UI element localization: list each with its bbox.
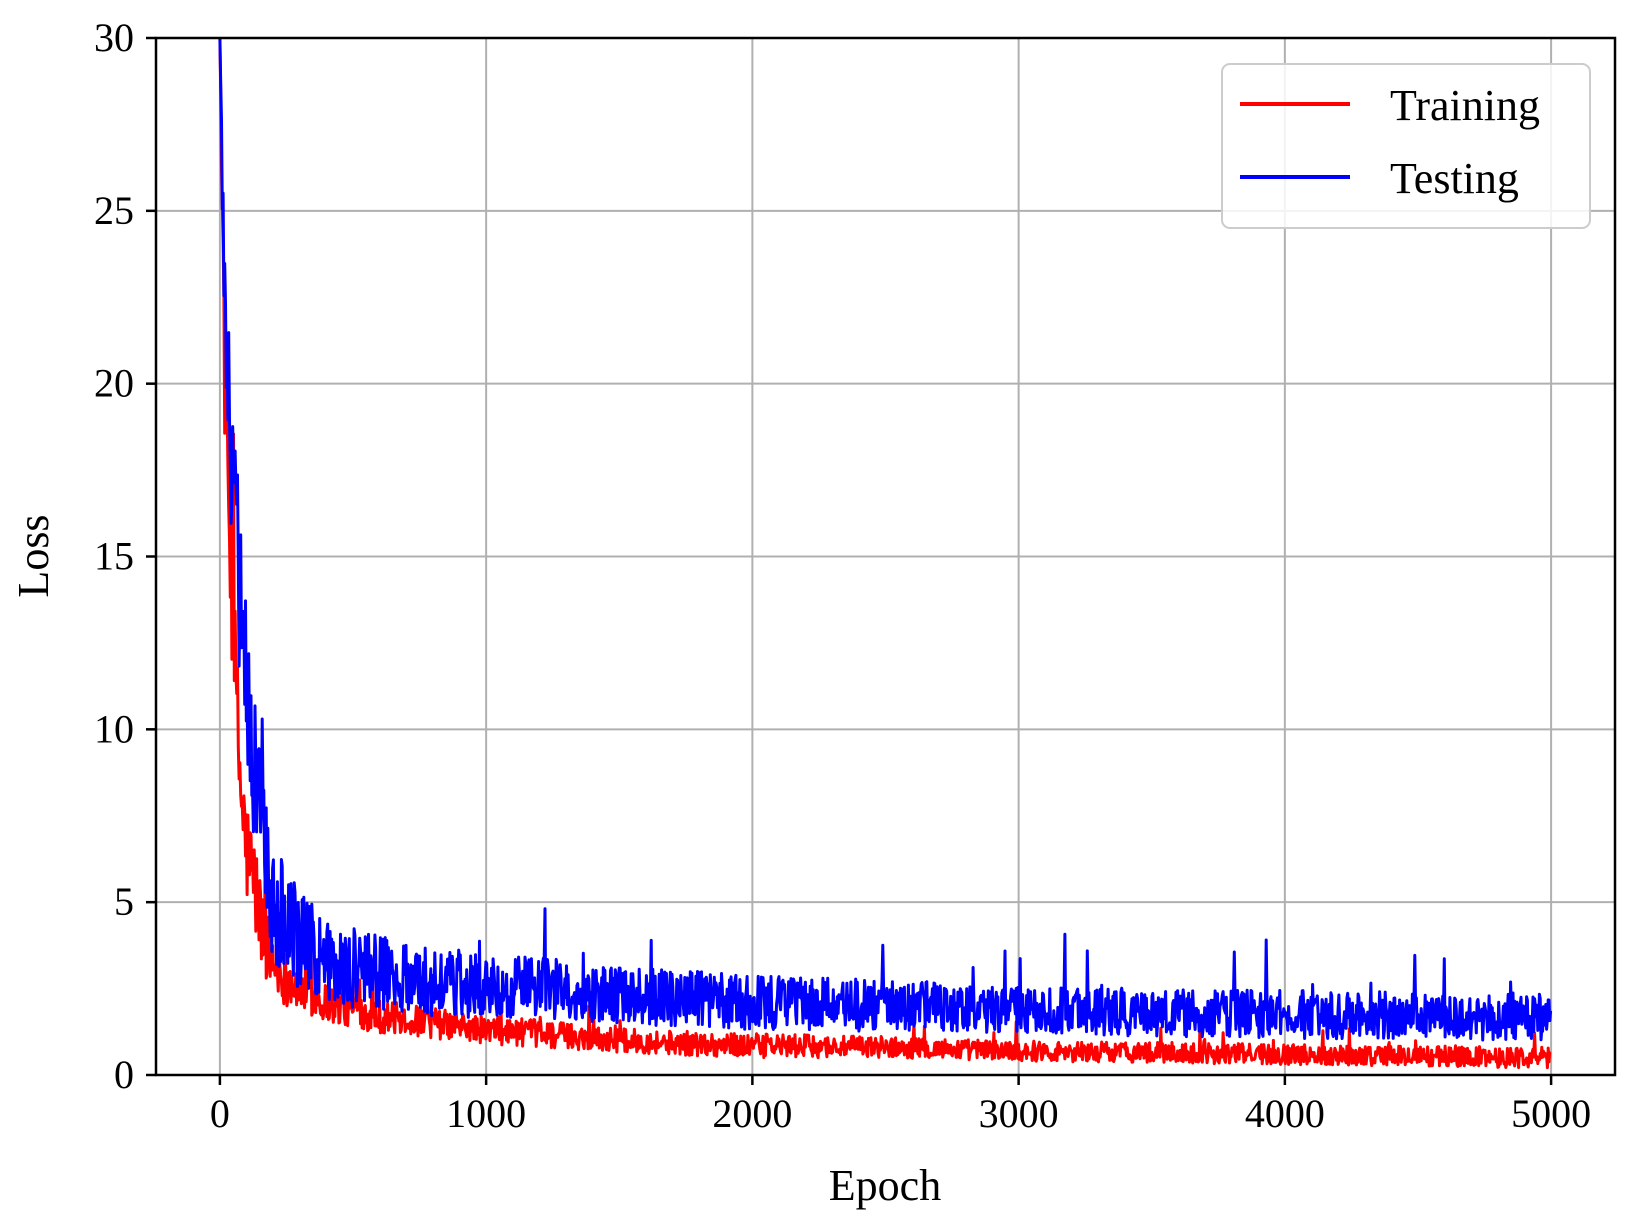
x-tick-label: 5000 (1511, 1091, 1591, 1136)
y-tick-label: 20 (94, 361, 134, 406)
y-tick-label: 25 (94, 188, 134, 233)
y-tick-label: 0 (114, 1052, 134, 1097)
legend-training-label: Training (1390, 81, 1540, 130)
y-axis-label: Loss (9, 514, 58, 597)
x-axis-label: Epoch (829, 1161, 941, 1210)
x-tick-label: 0 (210, 1091, 230, 1136)
x-tick-label: 1000 (446, 1091, 526, 1136)
series-line-training (218, 37, 1552, 1070)
legend: Training Testing (1221, 63, 1591, 229)
legend-testing-label: Testing (1390, 154, 1519, 203)
y-axis-ticks: 0 5 10 15 20 25 30 (94, 15, 156, 1097)
y-tick-label: 10 (94, 706, 134, 751)
series-lines (218, 37, 1553, 1070)
x-tick-label: 4000 (1245, 1091, 1325, 1136)
x-axis-ticks: 0 1000 2000 3000 4000 5000 (210, 1075, 1591, 1136)
y-tick-label: 5 (114, 879, 134, 924)
x-tick-label: 2000 (712, 1091, 792, 1136)
y-tick-label: 15 (94, 534, 134, 579)
x-tick-label: 3000 (979, 1091, 1059, 1136)
y-tick-label: 30 (94, 15, 134, 60)
series-line-testing (218, 37, 1553, 1042)
